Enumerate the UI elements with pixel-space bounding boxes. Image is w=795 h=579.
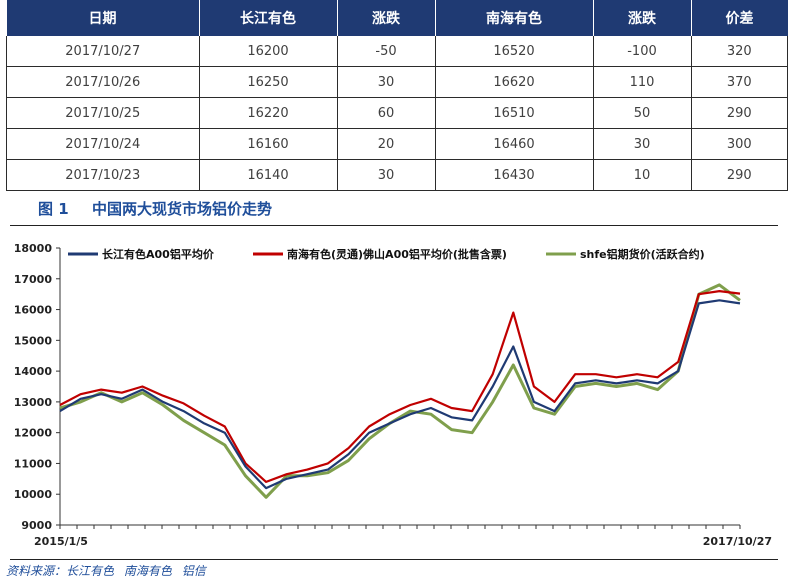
chart-series-lines [59,283,741,499]
table-cell: -50 [336,36,435,67]
table-cell: 16140 [198,159,337,191]
y-tick-label: 10000 [14,488,53,501]
series-line-2 [59,283,741,499]
source-item: 长江有色 [66,564,115,578]
header-spread: 价差 [690,0,788,36]
table-row: 2017/10/24 16160 20 16460 30 300 [6,128,788,160]
series-line-1 [59,289,741,483]
footer-divider [10,559,778,560]
aluminum-price-chart: 9000 10000 11000 12000 13000 14000 15000 16000 1… [14,242,772,548]
table-cell: 2017/10/23 [6,159,199,191]
legend-label: shfe铝期货价(活跃合约) [580,247,705,261]
source-note: 资料来源：长江有色 南海有色 铝信 [6,562,212,579]
y-tick-label: 15000 [14,334,53,347]
header-changjiang: 长江有色 [198,0,337,36]
table-cell: -100 [592,36,691,67]
table-cell: 16200 [198,36,337,67]
x-tick-label: 2015/1/5 [34,535,88,548]
table-cell: 290 [690,97,788,129]
table-cell: 20 [336,128,435,160]
header-change-2: 涨跌 [592,0,691,36]
table-cell: 16430 [434,159,593,191]
y-tick-label: 12000 [14,427,53,440]
x-tick-label: 2017/10/27 [703,535,772,548]
table-cell: 300 [690,128,788,160]
caption-divider [10,225,778,226]
table-cell: 2017/10/27 [6,36,199,67]
table-cell: 30 [592,128,691,160]
table-cell: 16160 [198,128,337,160]
table-cell: 30 [336,66,435,98]
figure-caption: 图 1 中国两大现货市场铝价走势 [38,198,272,219]
y-tick-label: 17000 [14,273,53,286]
header-change-1: 涨跌 [336,0,435,36]
chart-axes: 9000 10000 11000 12000 13000 14000 15000 16000 1… [14,242,772,548]
chart-legend: 长江有色A00铝平均价 南海有色(灵通)佛山A00铝平均价(批售含票) shfe铝期… [68,247,705,261]
y-tick-label: 14000 [14,365,53,378]
table-cell: 16220 [198,97,337,129]
source-label: 资料来源： [6,564,67,578]
table-cell: 2017/10/25 [6,97,199,129]
y-tick-label: 9000 [21,519,52,532]
header-date: 日期 [6,0,199,36]
table-cell: 110 [592,66,691,98]
header-nanhai: 南海有色 [434,0,593,36]
table-header-row: 日期 长江有色 涨跌 南海有色 涨跌 价差 [6,0,788,36]
table-cell: 10 [592,159,691,191]
table-row: 2017/10/25 16220 60 16510 50 290 [6,97,788,129]
source-item: 南海有色 [123,564,172,578]
figure-number: 图 1 [38,200,69,218]
table-cell: 16620 [434,66,593,98]
table-cell: 30 [336,159,435,191]
legend-label: 长江有色A00铝平均价 [102,247,215,261]
table-cell: 290 [690,159,788,191]
y-tick-label: 13000 [14,396,53,409]
table-cell: 2017/10/24 [6,128,199,160]
table-cell: 2017/10/26 [6,66,199,98]
table-cell: 370 [690,66,788,98]
table-cell: 16460 [434,128,593,160]
legend-label: 南海有色(灵通)佛山A00铝平均价(批售含票) [287,247,507,261]
table-row: 2017/10/27 16200 -50 16520 -100 320 [6,36,788,67]
table-cell: 320 [690,36,788,67]
figure-title: 中国两大现货市场铝价走势 [92,200,273,218]
table-row: 2017/10/26 16250 30 16620 110 370 [6,66,788,98]
y-tick-label: 11000 [14,457,53,470]
series-line-0 [59,299,741,490]
table-cell: 16510 [434,97,593,129]
table-row: 2017/10/23 16140 30 16430 10 290 [6,159,788,191]
table-cell: 16250 [198,66,337,98]
table-cell: 50 [592,97,691,129]
table-cell: 16520 [434,36,593,67]
table-cell: 60 [336,97,435,129]
source-item: 铝信 [181,564,206,578]
y-tick-label: 16000 [14,304,53,317]
price-table: 日期 长江有色 涨跌 南海有色 涨跌 价差 2017/10/27 16200 -… [6,0,788,191]
y-tick-label: 18000 [14,242,53,255]
